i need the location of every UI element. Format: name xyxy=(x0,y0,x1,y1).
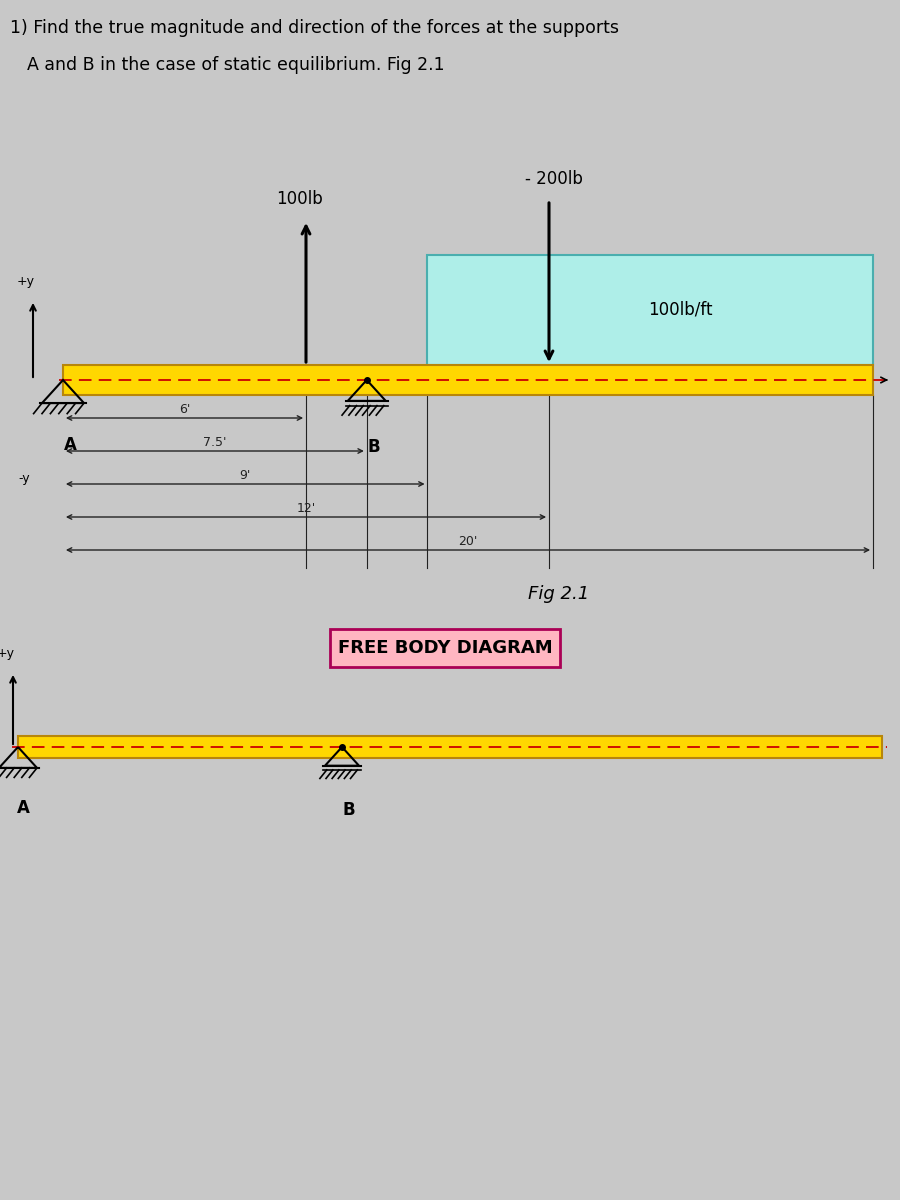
Text: 100lb: 100lb xyxy=(276,190,323,208)
Text: A and B in the case of static equilibrium. Fig 2.1: A and B in the case of static equilibriu… xyxy=(27,56,445,74)
Text: B: B xyxy=(367,438,380,456)
Text: -y: -y xyxy=(18,472,30,485)
Text: 1) Find the true magnitude and direction of the forces at the supports: 1) Find the true magnitude and direction… xyxy=(10,19,619,37)
Text: 20': 20' xyxy=(458,535,478,548)
Text: 6': 6' xyxy=(179,403,190,416)
Text: 100lb/ft: 100lb/ft xyxy=(648,301,713,319)
Text: +y: +y xyxy=(17,275,35,288)
Text: A: A xyxy=(16,799,30,817)
Bar xyxy=(63,365,873,395)
Text: B: B xyxy=(343,802,356,818)
Bar xyxy=(18,736,882,758)
Text: 9': 9' xyxy=(239,469,251,482)
Text: FREE BODY DIAGRAM: FREE BODY DIAGRAM xyxy=(338,638,553,656)
Text: 12': 12' xyxy=(296,502,316,515)
Text: Fig 2.1: Fig 2.1 xyxy=(528,584,590,602)
Text: 7.5': 7.5' xyxy=(203,436,227,449)
Bar xyxy=(330,629,560,667)
Bar xyxy=(428,254,873,365)
Text: A: A xyxy=(64,436,76,454)
Text: - 200lb: - 200lb xyxy=(525,170,583,188)
Text: +y: +y xyxy=(0,647,15,660)
